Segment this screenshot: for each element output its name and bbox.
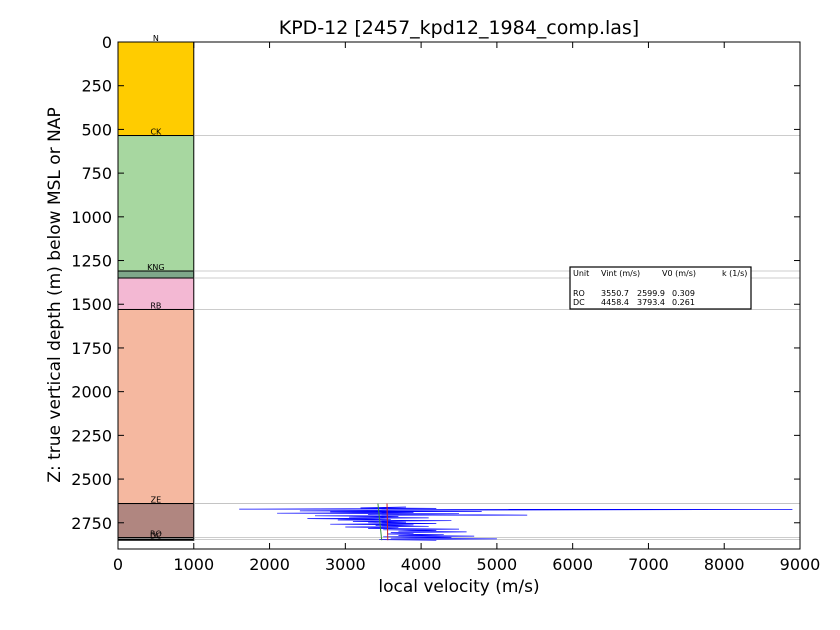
x-tick-label: 7000	[628, 555, 669, 574]
y-tick-label: 1750	[71, 339, 112, 358]
lithology-unit-label: ZE	[151, 496, 162, 505]
y-tick-label: 500	[81, 120, 112, 139]
x-axis-ticks: 0 1000 2000 3000 4000 5000 6000 7000 8000 9000	[113, 42, 820, 574]
x-tick-label: 5000	[477, 555, 518, 574]
velocity-log-line	[239, 506, 793, 541]
plot-frame	[117, 41, 801, 550]
lithology-unit	[117, 308, 195, 505]
y-tick-label: 250	[81, 77, 112, 96]
lithology-unit	[117, 41, 195, 137]
table-row-vint: 4458.4	[601, 298, 629, 307]
x-tick-label: 0	[113, 555, 123, 574]
table-row-unit: DC	[573, 298, 585, 307]
fit-line	[386, 503, 389, 541]
y-tick-label: 2500	[71, 470, 112, 489]
x-tick-label: 3000	[325, 555, 366, 574]
x-tick-label: 6000	[552, 555, 593, 574]
table-row-unit: RO	[573, 289, 585, 298]
y-axis-ticks: 0 250 500 750 1000 1250 1500 1750 2000 2250 2500 27…	[71, 33, 800, 533]
x-tick-label: 8000	[704, 555, 745, 574]
y-tick-label: 2000	[71, 383, 112, 402]
y-tick-label: 1250	[71, 252, 112, 271]
table-row-v0: 3793.4	[637, 298, 665, 307]
lithology-unit	[117, 135, 195, 272]
lithology-unit-label: N	[153, 34, 159, 43]
lithology-unit-label: DC	[150, 531, 162, 540]
table-row-v0: 2599.9	[637, 289, 665, 298]
table-row-vint: 3550.7	[601, 289, 629, 298]
x-tick-label: 4000	[401, 555, 442, 574]
lithology-unit	[117, 270, 195, 279]
y-tick-label: 1000	[71, 208, 112, 227]
y-tick-label: 0	[102, 33, 112, 52]
y-tick-label: 2250	[71, 426, 112, 445]
lithology-unit-label: KNG	[147, 263, 164, 272]
fit-parameters-table: Unit Vint (m/s) V0 (m/s) k (1/s) RO 3550…	[569, 266, 752, 310]
table-header-unit: Unit	[573, 269, 589, 278]
table-row-k: 0.309	[672, 289, 695, 298]
table-header-v0: V0 (m/s)	[662, 269, 696, 278]
chart-title: KPD-12 [2457_kpd12_1984_comp.las]	[279, 17, 639, 39]
lithology-unit	[117, 503, 195, 539]
lithology-unit-label: RB	[150, 301, 161, 310]
y-tick-label: 2750	[71, 514, 112, 533]
table-header-vint: Vint (m/s)	[601, 269, 640, 278]
table-frame	[569, 266, 752, 310]
unit-boundaries	[193, 135, 800, 540]
velocity-log	[239, 506, 793, 541]
lithology-unit-label: CK	[150, 128, 162, 137]
table-row-k: 0.261	[672, 298, 695, 307]
x-axis-label: local velocity (m/s)	[378, 577, 539, 597]
y-tick-label: 1500	[71, 295, 112, 314]
lithology-unit-label: RO	[150, 530, 162, 539]
table-header-k: k (1/s)	[722, 269, 747, 278]
x-tick-label: 2000	[249, 555, 290, 574]
y-tick-label: 750	[81, 164, 112, 183]
x-tick-label: 1000	[173, 555, 214, 574]
fit-lines	[377, 503, 389, 541]
fit-line	[377, 503, 383, 541]
y-axis-label: Z: true vertical depth (m) below MSL or …	[45, 107, 65, 482]
x-tick-label: 9000	[780, 555, 821, 574]
